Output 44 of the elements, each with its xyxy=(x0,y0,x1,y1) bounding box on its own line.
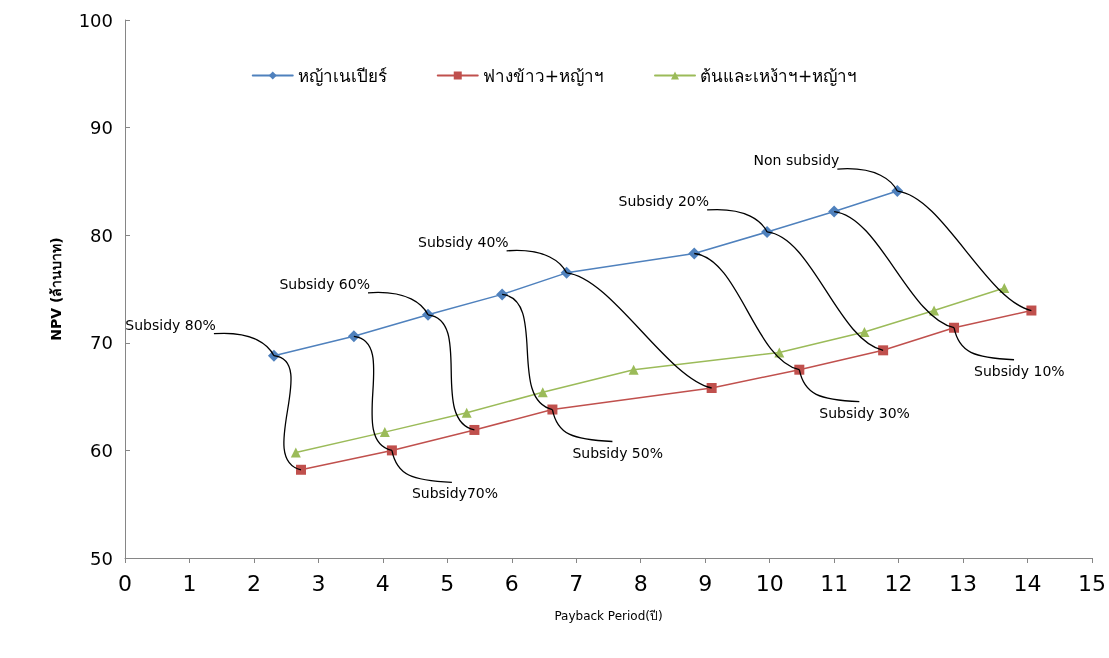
x-tick-label: 3 xyxy=(311,570,326,596)
x-tick-label: 15 xyxy=(1078,570,1106,596)
point xyxy=(878,345,889,356)
x-tick-label: 5 xyxy=(440,570,455,596)
y-tick-label: 80 xyxy=(90,224,113,246)
annotation: Subsidy 50% xyxy=(572,444,663,461)
y-tick-label: 70 xyxy=(90,332,113,354)
annotation: Non subsidy xyxy=(753,152,840,169)
legend-label: ฟางข้าว+หญ้าฯ xyxy=(482,65,605,86)
x-tick-label: 8 xyxy=(633,570,648,596)
x-tick-label: 6 xyxy=(504,570,519,596)
x-tick-label: 2 xyxy=(246,570,261,596)
annotation: Subsidy 20% xyxy=(618,192,710,209)
x-axis-title: Payback Period(ปี) xyxy=(554,609,663,623)
point xyxy=(496,288,509,301)
y-tick-label: 90 xyxy=(90,117,113,139)
y-tick-label: 60 xyxy=(90,439,113,461)
x-tick-label: 4 xyxy=(375,570,390,596)
point xyxy=(469,424,480,435)
annotation: Subsidy 80% xyxy=(125,316,216,333)
y-tick-label: 50 xyxy=(90,547,113,569)
x-tick-label: 9 xyxy=(698,570,713,596)
point xyxy=(461,407,472,418)
x-tick-label: 1 xyxy=(182,570,197,596)
x-tick-label: 13 xyxy=(949,570,978,596)
annotation: Subsidy70% xyxy=(411,485,499,502)
point xyxy=(347,330,360,343)
x-tick-label: 11 xyxy=(820,570,849,596)
x-tick-label: 0 xyxy=(118,570,132,596)
x-tick-label: 14 xyxy=(1013,570,1042,596)
legend-label: หญ้าเนเปียร์ xyxy=(297,65,387,86)
x-tick-label: 10 xyxy=(755,570,784,596)
x-tick-label: 7 xyxy=(569,570,584,596)
annotation: Subsidy 40% xyxy=(418,233,509,250)
annotation: Subsidy 60% xyxy=(279,275,370,292)
annotation: Subsidy 10% xyxy=(974,362,1065,379)
legend-label: ต้นและเหง้าฯ+หญ้าฯ xyxy=(700,65,858,86)
y-axis-title: NPV (ล้านบาท) xyxy=(48,237,64,341)
point xyxy=(379,427,390,438)
x-tick-label: 12 xyxy=(884,570,913,596)
point xyxy=(537,387,548,398)
annotation: Subsidy 30% xyxy=(819,404,910,421)
point xyxy=(859,327,870,338)
y-tick-label: 100 xyxy=(78,9,113,31)
